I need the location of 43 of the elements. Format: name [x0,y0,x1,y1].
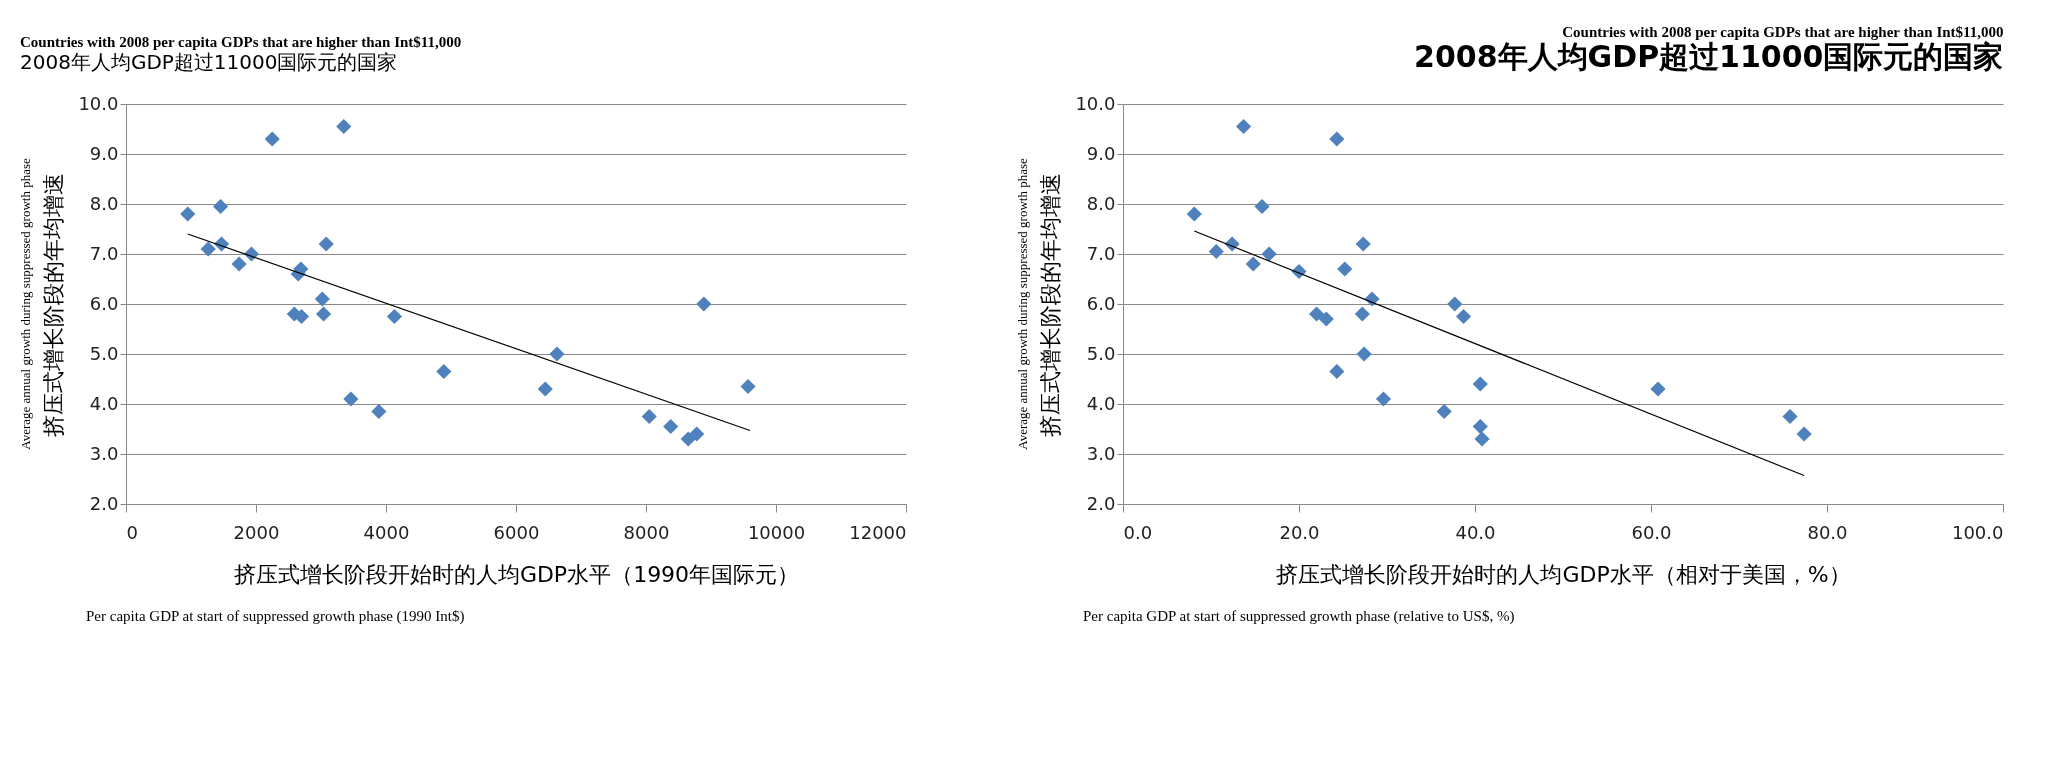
x-tick-label: 8000 [623,521,670,543]
y-axis-title: 挤压式增长阶段的年均增速 [41,172,67,437]
x-tick-label: 20.0 [1279,521,1320,543]
text: Per capita GDP at start of suppressed growth phase (1990 Int$) [86,608,465,625]
y-tick-label: 7.0 [89,242,119,264]
y-tick-label: 9.0 [89,142,119,164]
y-tick-label: 8.0 [1086,192,1116,214]
x-tick-label: 10000 [747,521,806,543]
chart-title: Countries with 2008 per capita GDPs that are higher than Int$11,000 [1562,24,2004,40]
y-tick-label: 4.0 [89,392,119,414]
x-axis-title: 挤压式增长阶段开始时的人均GDP水平（相对于美国，%） [1276,561,1851,587]
text: Average annual growth during suppressed growth phase [18,158,33,450]
text: Average annual growth during suppressed growth phase [1015,158,1030,450]
x-tick-label: 0 [126,521,138,543]
y-tick-label: 8.0 [89,192,119,214]
x-tick-label: 60.0 [1631,521,1672,543]
y-tick-label: 2.0 [1086,492,1116,514]
x-tick-label: 4000 [363,521,410,543]
x-tick-label: 40.0 [1455,521,1496,543]
x-tick-label: 80.0 [1807,521,1848,543]
chart-subtitle: 2008年人均GDP超过11000国际元的国家 [20,50,398,74]
y-tick-label: 10.0 [78,92,119,114]
chart-title: Countries with 2008 per capita GDPs that are higher than Int$11,000 [20,34,462,50]
x-tick-label: 0.0 [1123,521,1153,543]
x-axis-title: 挤压式增长阶段开始时的人均GDP水平（1990年国际元） [233,561,800,587]
x-tick-label: 6000 [493,521,540,543]
y-tick-label: 6.0 [89,292,119,314]
y-tick-label: 9.0 [1086,142,1116,164]
y-tick-label: 5.0 [89,342,119,364]
y-tick-label: 5.0 [1086,342,1116,364]
y-tick-label: 6.0 [1086,292,1116,314]
y-tick-label: 4.0 [1086,392,1116,414]
y-tick-label: 2.0 [89,492,119,514]
y-axis-title: 挤压式增长阶段的年均增速 [1038,172,1064,437]
y-tick-label: 10.0 [1075,92,1116,114]
chart-subtitle: 2008年人均GDP超过11000国际元的国家 [1414,39,2004,74]
x-tick-label: 100.0 [1951,521,2004,543]
y-tick-label: 7.0 [1086,242,1116,264]
x-tick-label: 2000 [233,521,280,543]
text: Per capita GDP at start of suppressed growth phase (relative to US$, %) [1083,608,1515,625]
x-tick-label: 12000 [849,521,907,543]
y-tick-label: 3.0 [89,442,119,464]
y-tick-label: 3.0 [1086,442,1116,464]
